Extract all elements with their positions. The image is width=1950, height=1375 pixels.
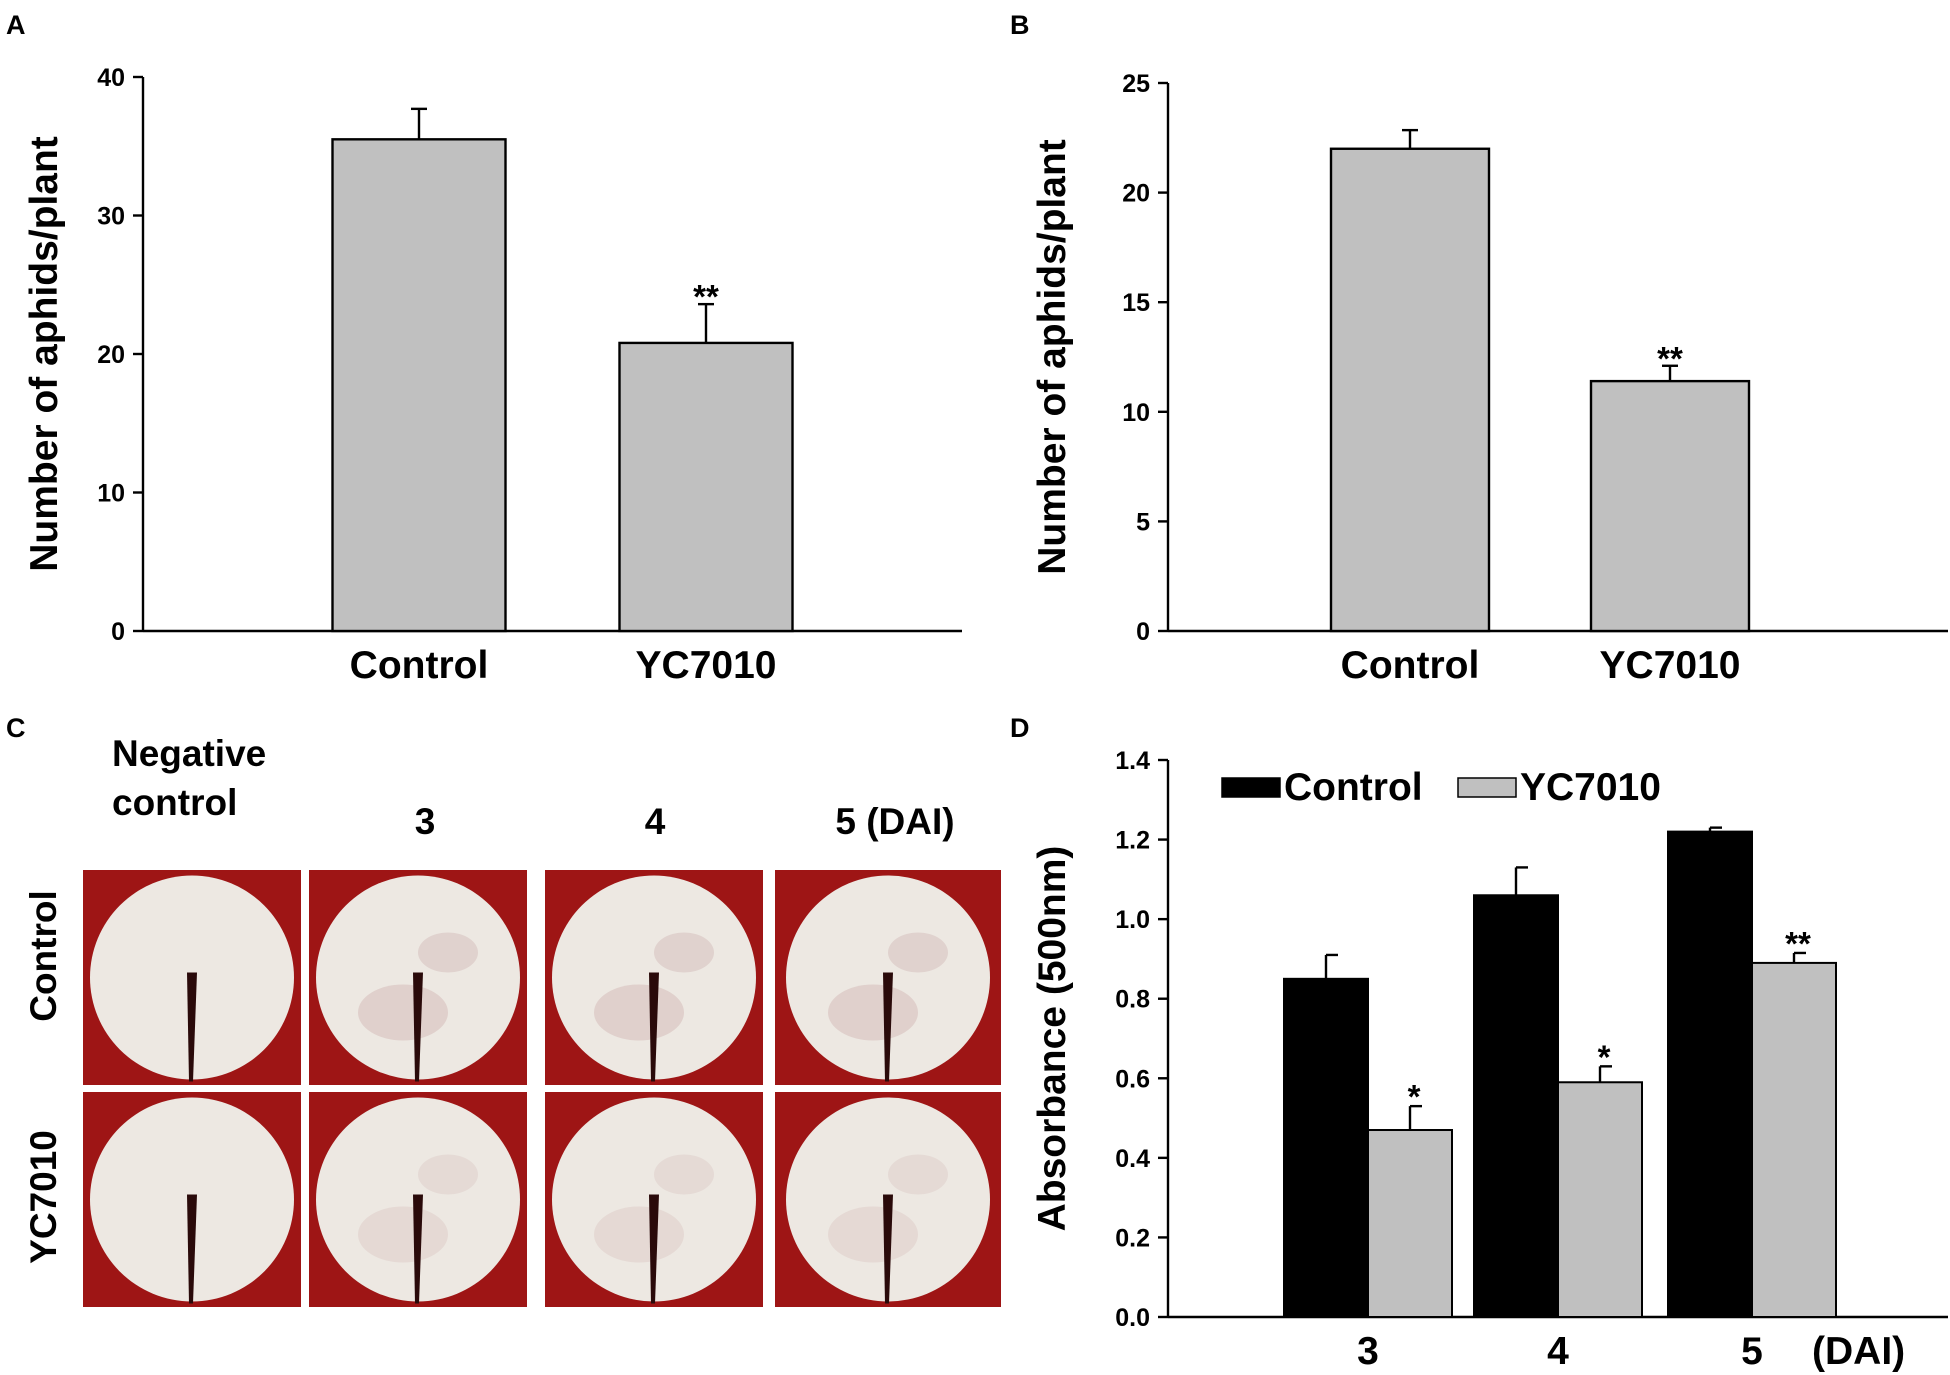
chart-b-significance-mark: ** xyxy=(1657,340,1683,377)
chart-d-y-tick-label: 1.4 xyxy=(1115,747,1150,775)
honeydew-stain xyxy=(358,984,448,1041)
honeydew-stain xyxy=(828,984,918,1041)
chart-a-significance-mark: ** xyxy=(693,278,719,315)
chart-b-y-axis-title: Number of aphids/plant xyxy=(1031,139,1074,575)
chart-d-bar xyxy=(1473,894,1559,1318)
column-header-negative-line2: control xyxy=(112,782,237,823)
chart-b-y-tick-label: 25 xyxy=(1122,70,1150,98)
disc-slit xyxy=(413,972,423,1082)
chart-a-y-tick-label: 40 xyxy=(97,64,125,92)
honeydew-stain xyxy=(418,932,478,973)
honeydew-stain xyxy=(418,1154,478,1195)
disc-slit xyxy=(649,972,659,1082)
disc-slit xyxy=(187,1194,197,1304)
honeydew-stain xyxy=(594,984,684,1041)
chart-d-bar xyxy=(1667,830,1753,1318)
chart-b-y-tick-label: 20 xyxy=(1122,180,1150,208)
disc-slit xyxy=(883,972,893,1082)
honeydew-stain xyxy=(888,932,948,973)
chart-b-y-tick-label: 0 xyxy=(1136,618,1150,646)
disc-slit xyxy=(883,1194,893,1304)
chart-d-y-tick-label: 0.4 xyxy=(1115,1145,1150,1173)
honeydew-stain xyxy=(358,1206,448,1263)
column-header-day-4: 4 xyxy=(645,801,666,842)
chart-d-y-tick-label: 1.0 xyxy=(1115,906,1150,934)
column-header-day-5: 5 (DAI) xyxy=(835,801,954,842)
panel-letter-b: B xyxy=(1010,10,1030,40)
disc-slit xyxy=(413,1194,423,1304)
disc-slit xyxy=(187,972,197,1082)
chart-d-y-axis-title: Absorbance (500nm) xyxy=(1031,846,1074,1232)
chart-d-x-unit-label: (DAI) xyxy=(1812,1330,1905,1373)
honeydew-stain xyxy=(594,1206,684,1263)
chart-a-bar xyxy=(331,138,507,633)
chart-d-bar xyxy=(1751,961,1837,1319)
chart-b-y-tick-label: 5 xyxy=(1136,508,1150,536)
photo-grid xyxy=(83,870,1001,1307)
chart-a-y-axis-title: Number of aphids/plant xyxy=(23,136,66,572)
row-label-yc7010: YC7010 xyxy=(23,1130,64,1264)
chart-b-category-label: Control xyxy=(1341,644,1480,687)
chart-d-y-tick-label: 0.2 xyxy=(1115,1224,1150,1252)
chart-d-significance-mark: * xyxy=(1598,1038,1611,1075)
chart-a-bar xyxy=(618,341,794,633)
chart-a-category-label: Control xyxy=(350,644,489,687)
chart-d-bar xyxy=(1283,977,1369,1318)
chart-b-category-label: YC7010 xyxy=(1600,644,1741,687)
chart-b-y-tick-label: 10 xyxy=(1122,399,1150,427)
chart-a-y-tick-label: 0 xyxy=(111,618,125,646)
chart-a-y-tick-label: 20 xyxy=(97,341,125,369)
chart-d-y-tick-label: 0.6 xyxy=(1115,1065,1150,1093)
chart-b-bar xyxy=(1329,147,1491,633)
honeydew-stain xyxy=(828,1206,918,1263)
honeydew-stain xyxy=(654,932,714,973)
chart-a-y-tick-label: 30 xyxy=(97,203,125,231)
column-header-negative-line1: Negative xyxy=(112,733,266,774)
honeydew-stain xyxy=(654,1154,714,1195)
column-header-day-3: 3 xyxy=(415,801,436,842)
chart-d-category-label: 3 xyxy=(1357,1330,1379,1373)
chart-b-bar xyxy=(1589,379,1751,633)
chart-d-y-tick-label: 0.8 xyxy=(1115,986,1150,1014)
chart-panel-b: 0 5 10 15 20 25 Number of aphids/plant Control *… xyxy=(1031,70,1948,687)
chart-d-y-tick-label: 0.0 xyxy=(1115,1304,1150,1332)
row-label-control: Control xyxy=(23,890,64,1022)
chart-a-y-tick-label: 10 xyxy=(97,480,125,508)
photo-panel-c: Negative control 3 4 5 (DAI) Control YC7… xyxy=(23,733,1001,1307)
chart-d-legend-label: YC7010 xyxy=(1520,766,1661,809)
disc-slit xyxy=(649,1194,659,1304)
chart-panel-d: 0.0 0.2 0.4 0.6 0.8 1.0 1.2 1.4 Absorbance (500n… xyxy=(1031,747,1948,1373)
chart-a-category-label: YC7010 xyxy=(636,644,777,687)
chart-d-significance-mark: ** xyxy=(1785,925,1811,962)
panel-letter-a: A xyxy=(6,10,26,40)
chart-d-legend-swatch xyxy=(1457,777,1517,798)
chart-d-y-tick-label: 1.2 xyxy=(1115,827,1150,855)
chart-d-significance-mark: * xyxy=(1408,1078,1421,1115)
chart-d-legend-label: Control xyxy=(1284,766,1423,809)
chart-d-category-label: 4 xyxy=(1547,1330,1569,1373)
chart-d-bar xyxy=(1557,1081,1643,1318)
chart-d-bar xyxy=(1367,1129,1453,1319)
honeydew-stain xyxy=(888,1154,948,1195)
panel-letter-c: C xyxy=(6,713,26,743)
chart-d-legend-swatch xyxy=(1221,777,1281,798)
chart-panel-a: 0 10 20 30 40 Number of aphids/plant Control **… xyxy=(23,64,962,687)
chart-d-category-label: 5 xyxy=(1741,1330,1763,1373)
panel-letter-d: D xyxy=(1010,713,1030,743)
chart-b-y-tick-label: 15 xyxy=(1122,289,1150,317)
